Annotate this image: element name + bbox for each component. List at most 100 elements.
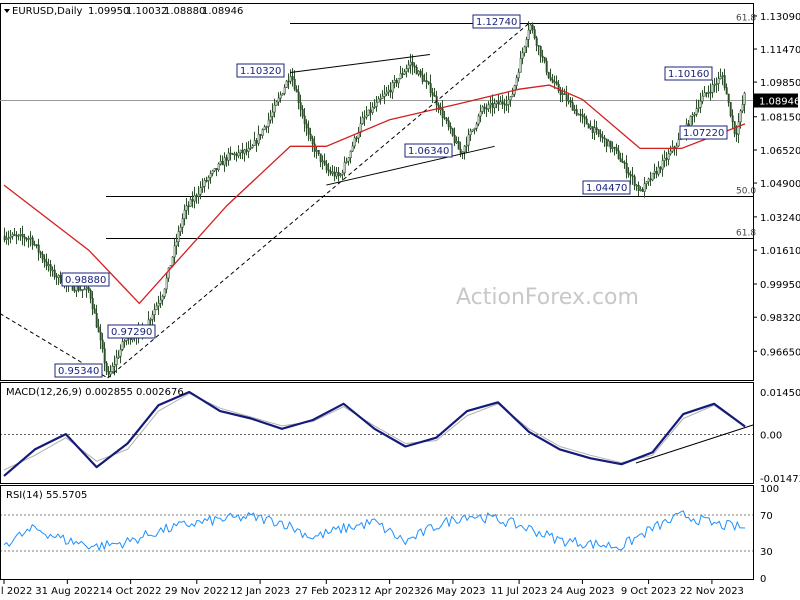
candle-body bbox=[529, 24, 532, 31]
candle-body bbox=[323, 160, 326, 165]
annotation-label: 1.12740 bbox=[476, 17, 517, 28]
candle-body bbox=[477, 115, 480, 125]
candle-body bbox=[185, 205, 188, 211]
candle-body bbox=[381, 96, 384, 99]
candle-body bbox=[419, 70, 422, 76]
candle-body bbox=[545, 60, 548, 73]
dropdown-arrow-icon[interactable] bbox=[4, 9, 10, 13]
annotation-label: 1.07220 bbox=[683, 128, 724, 139]
candle-body bbox=[335, 171, 338, 177]
candle-body bbox=[369, 109, 372, 113]
candle-body bbox=[735, 133, 738, 135]
price-axis-tick-label: 1.08150 bbox=[760, 113, 800, 124]
rsi-label: RSI(14) 55.5705 bbox=[6, 490, 87, 501]
date-axis-tick-label: 26 May 2023 bbox=[420, 586, 485, 597]
macd-axis-tick-label: 0.014502 bbox=[760, 388, 800, 399]
candle-body bbox=[275, 101, 278, 106]
candle-body bbox=[161, 296, 164, 301]
candle-body bbox=[443, 117, 446, 119]
candle-body bbox=[561, 93, 564, 95]
candle-body bbox=[557, 83, 560, 91]
rsi-axis-tick-label: 30 bbox=[760, 547, 773, 558]
candle-body bbox=[469, 130, 472, 136]
candle-body bbox=[657, 166, 660, 175]
date-axis-tick-label: 18 Jul 2022 bbox=[0, 586, 32, 597]
candle-body bbox=[729, 102, 732, 117]
current-price-box bbox=[754, 93, 798, 108]
candle-body bbox=[571, 102, 574, 111]
candle-body bbox=[731, 115, 734, 122]
candle-body bbox=[317, 149, 320, 155]
candle-body bbox=[245, 149, 248, 152]
candle-body bbox=[207, 177, 210, 182]
candle-body bbox=[405, 68, 408, 72]
date-axis-tick-label: 24 Aug 2023 bbox=[550, 586, 614, 597]
candle-body bbox=[15, 235, 18, 237]
candle-body bbox=[53, 269, 56, 277]
candle-body bbox=[49, 264, 52, 271]
candle-body bbox=[119, 349, 122, 357]
candle-body bbox=[481, 106, 484, 112]
candle-body bbox=[73, 289, 76, 292]
candle-body bbox=[95, 313, 98, 328]
candle-body bbox=[209, 173, 212, 178]
candle-body bbox=[701, 95, 704, 102]
candle-body bbox=[159, 299, 162, 304]
candle-body bbox=[459, 149, 462, 154]
candle-body bbox=[247, 148, 250, 152]
price-annotation: 0.95340 bbox=[54, 363, 103, 378]
macd-label: MACD(12,26,9) 0.002855 0.002676 bbox=[6, 387, 184, 398]
candle-body bbox=[707, 91, 710, 94]
date-axis-tick-label: 22 Nov 2023 bbox=[680, 586, 744, 597]
candle-body bbox=[321, 160, 324, 163]
candle-body bbox=[223, 157, 226, 166]
candle-body bbox=[591, 126, 594, 133]
candle-body bbox=[331, 171, 334, 174]
rsi-axis-tick-label: 100 bbox=[760, 484, 779, 495]
candle-body bbox=[541, 55, 544, 58]
candle-body bbox=[201, 185, 204, 189]
candle-body bbox=[521, 52, 524, 59]
candle-body bbox=[97, 326, 100, 333]
candle-body bbox=[173, 245, 176, 258]
candle-body bbox=[9, 235, 12, 238]
candle-body bbox=[605, 138, 608, 147]
candle-body bbox=[191, 199, 194, 202]
candle-body bbox=[315, 149, 318, 152]
candle-body bbox=[465, 144, 468, 147]
candle-body bbox=[429, 83, 432, 94]
price-annotation: 1.10320 bbox=[236, 63, 285, 78]
candle-body bbox=[21, 233, 24, 238]
candle-body bbox=[401, 73, 404, 75]
candle-body bbox=[45, 261, 48, 267]
candle-body bbox=[619, 158, 622, 162]
candle-body bbox=[227, 152, 230, 161]
candle-body bbox=[639, 189, 642, 191]
candle-body bbox=[255, 140, 258, 144]
price-axis-tick-label: 1.06520 bbox=[760, 146, 800, 157]
candle-body bbox=[411, 61, 414, 67]
candle-body bbox=[59, 274, 62, 283]
candle-body bbox=[505, 104, 508, 106]
candle-body bbox=[403, 71, 406, 75]
annotation-label: 0.95340 bbox=[58, 366, 99, 377]
candle-body bbox=[57, 274, 60, 278]
candle-body bbox=[677, 139, 680, 147]
rsi-line bbox=[3, 510, 746, 551]
candle-body bbox=[339, 174, 342, 176]
candle-body bbox=[727, 93, 730, 103]
price-axis-tick-label: 1.01610 bbox=[760, 246, 800, 257]
candle-body bbox=[85, 287, 88, 290]
high-value: 1.10032 bbox=[126, 6, 167, 17]
candle-body bbox=[617, 150, 620, 160]
candle-body bbox=[717, 78, 720, 84]
candle-body bbox=[659, 166, 662, 170]
candle-body bbox=[153, 309, 156, 316]
candle-body bbox=[651, 172, 654, 181]
price-axis-tick-label: 1.09850 bbox=[760, 78, 800, 89]
candle-body bbox=[421, 74, 424, 82]
candle-body bbox=[487, 104, 490, 110]
candle-body bbox=[709, 91, 712, 94]
candle-body bbox=[499, 101, 502, 105]
date-axis-tick-label: 12 Apr 2023 bbox=[359, 586, 421, 597]
